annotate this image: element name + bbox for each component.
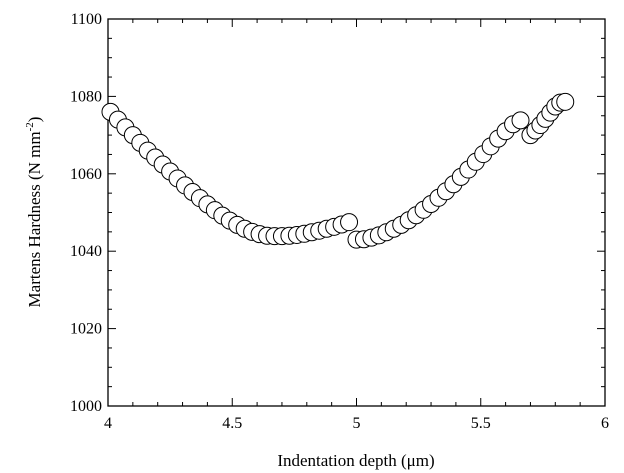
y-tick-label: 1100 [71,11,102,28]
tick-labels: 4 4.5 5 5.5 6 1000 1020 1040 1060 1080 1100 [70,11,609,432]
y-tick-label: 1080 [70,88,102,105]
x-tick-label: 6 [601,415,609,432]
y-tick-label: 1040 [70,243,102,260]
y-axis-label-superscript: -2 [24,122,36,131]
plot-frame [107,18,606,407]
y-axis-label-main: Martens Hardness (N mm [25,131,44,307]
y-tick-label: 1020 [70,321,102,338]
x-tick-label: 4 [104,415,112,432]
data-point [340,213,359,232]
data-point [511,111,530,130]
x-tick-label: 5 [353,415,361,432]
x-tick-label: 5.5 [471,415,491,432]
y-axis-label-close: ) [25,117,44,123]
y-axis-label: Martens Hardness (N mm-2) [24,117,44,308]
ticks [107,18,606,407]
x-axis-label: Indentation depth (μm) [277,451,434,470]
data-markers [101,92,575,249]
y-tick-label: 1060 [70,166,102,183]
x-tick-label: 4.5 [222,415,242,432]
data-point [556,92,575,111]
y-tick-label: 1000 [70,398,102,415]
